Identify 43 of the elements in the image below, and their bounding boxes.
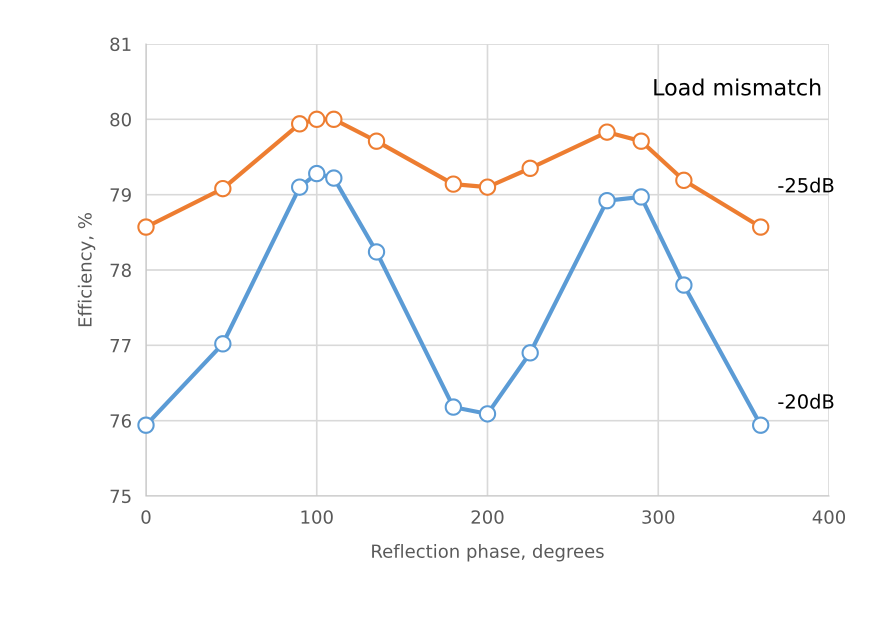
- point: [325, 169, 343, 187]
- y-tick-label: 78: [110, 263, 131, 278]
- annotation: Load mismatch: [654, 78, 820, 96]
- y-tick-label: 75: [110, 490, 131, 504]
- x-tick-label: 300: [642, 510, 674, 524]
- point: [290, 178, 308, 196]
- point: [308, 164, 326, 182]
- point: [325, 110, 343, 128]
- x-tick-label: 100: [302, 510, 333, 524]
- point: [137, 218, 155, 236]
- point: [522, 344, 539, 362]
- point: [137, 416, 155, 434]
- series-label: -25dB: [778, 178, 834, 193]
- point: [368, 243, 386, 261]
- series-label: -20dB: [778, 394, 834, 409]
- point: [632, 132, 650, 150]
- y-tick-label: 79: [110, 188, 131, 202]
- x-axis-title: Reflection phase, degrees: [372, 544, 604, 562]
- x-tick-label: 0: [141, 510, 151, 524]
- point: [290, 115, 308, 133]
- point: [478, 178, 496, 196]
- y-tick-label: 76: [110, 414, 131, 428]
- y-tick-label: 77: [110, 339, 131, 352]
- point: [675, 276, 693, 294]
- point: [522, 160, 539, 177]
- point: [752, 218, 770, 236]
- point: [598, 192, 616, 210]
- point: [308, 110, 326, 128]
- point: [214, 180, 232, 198]
- point: [675, 172, 693, 190]
- point: [752, 416, 770, 434]
- x-tick-label: 400: [812, 510, 846, 524]
- point: [444, 175, 462, 193]
- x-tick-label: 200: [472, 510, 504, 524]
- y-axis-title: Efficiency, %: [78, 213, 96, 326]
- point: [598, 123, 616, 141]
- y-tick-label: 80: [110, 112, 131, 126]
- point: [214, 335, 232, 353]
- point: [444, 398, 462, 416]
- y-tick-label: 81: [110, 37, 130, 52]
- point: [632, 188, 650, 206]
- point: [368, 132, 386, 150]
- point: [478, 405, 496, 423]
